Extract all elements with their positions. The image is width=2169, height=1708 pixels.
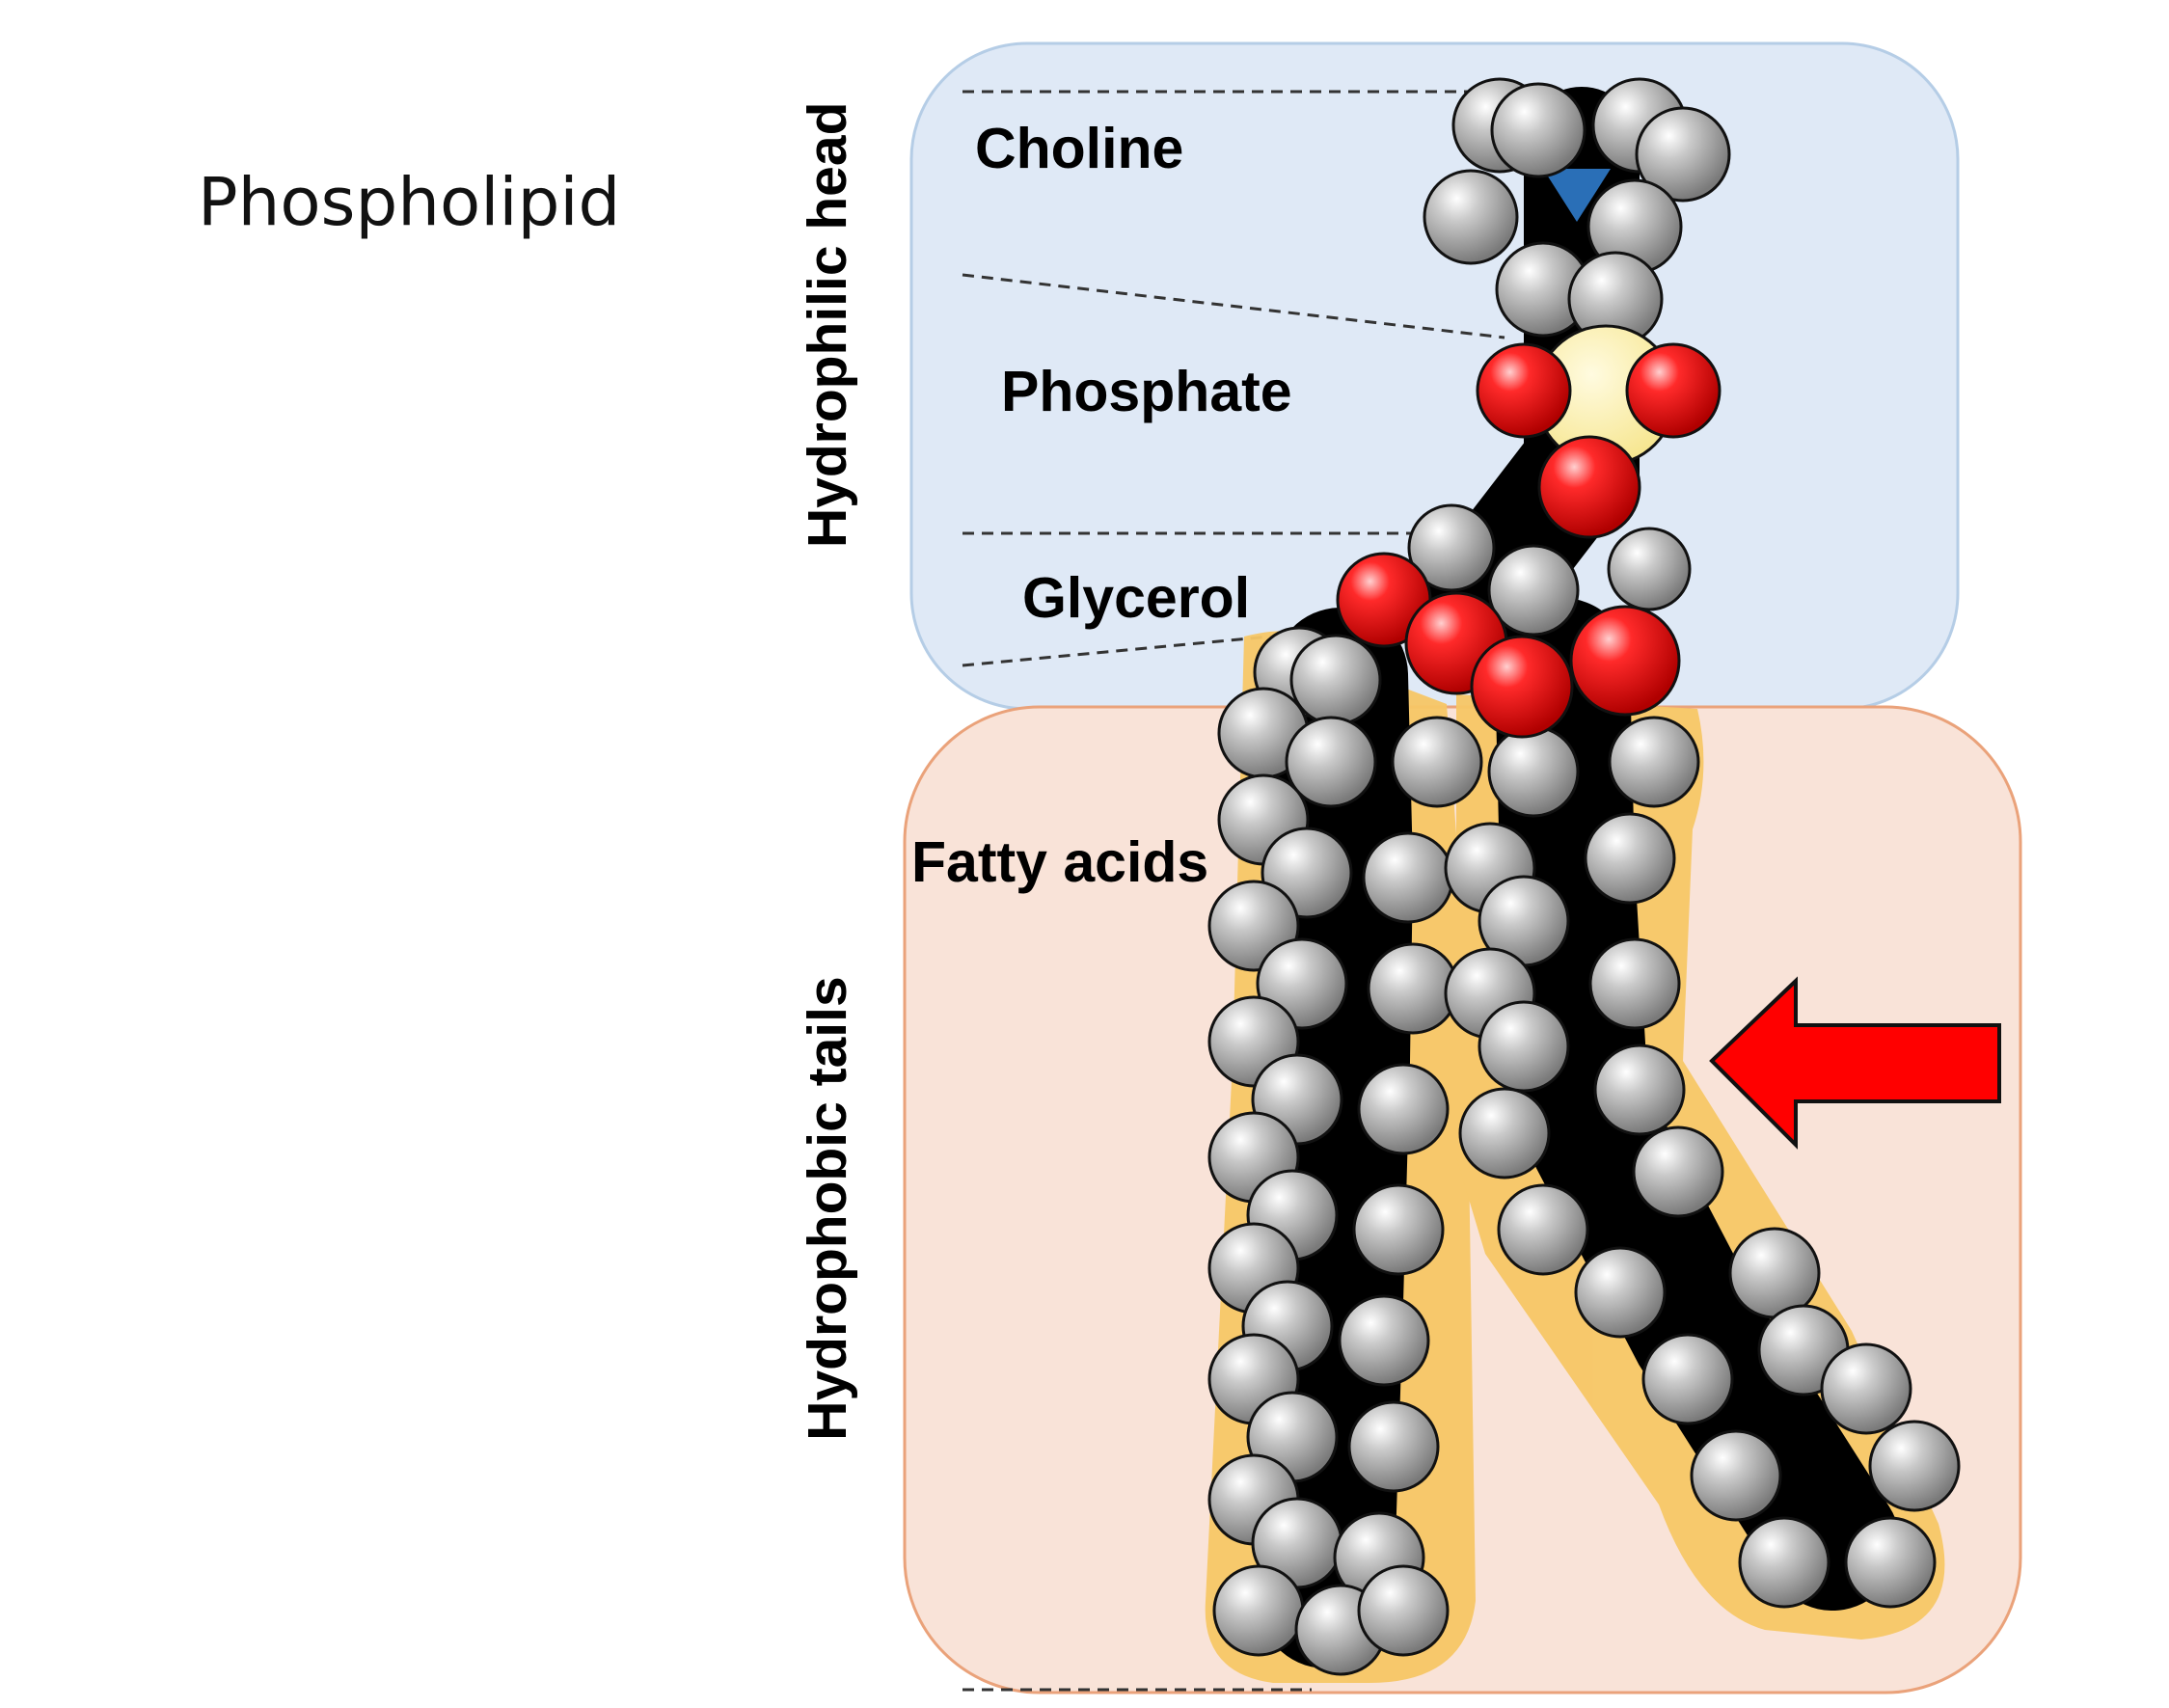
hydrogen-atom (1338, 1294, 1430, 1387)
hydrogen-atom (1868, 1420, 1961, 1512)
hydrogen-atom (1212, 1564, 1305, 1657)
hydrogen-atom (1458, 1087, 1551, 1179)
divider-line (962, 273, 1505, 339)
glycerol-label: Glycerol (1022, 566, 1251, 630)
nitrogen-atom (1543, 169, 1611, 222)
oxygen-atom (1537, 435, 1641, 539)
hydrogen-atom (1347, 1400, 1440, 1493)
hydrogen-atom (1635, 106, 1731, 203)
hydrogen-atom (1391, 716, 1483, 808)
hydrogen-atom (1357, 1063, 1450, 1155)
hydrogen-atom (1690, 1429, 1782, 1522)
hydrogen-atom (1367, 942, 1459, 1035)
atoms-layer (1207, 77, 1961, 1676)
hydrogen-atom (1352, 1183, 1445, 1276)
hydrogen-atom (1641, 1333, 1734, 1425)
hydrogen-atom (1608, 716, 1700, 808)
choline-label: Choline (975, 117, 1184, 180)
hydrogen-atom (1574, 1246, 1667, 1339)
phosphate-label: Phosphate (1001, 360, 1292, 423)
hydrogen-atom (1490, 82, 1586, 178)
hydrophobic-tails-label: Hydrophobic tails (797, 976, 858, 1441)
hydrogen-atom (1497, 1183, 1589, 1276)
hydrogen-atom (1728, 1227, 1821, 1319)
hydrogen-atom (1588, 937, 1681, 1030)
hydrogen-atom (1357, 1564, 1450, 1657)
hydrogen-atom (1362, 831, 1454, 924)
hydrogen-atom (1407, 503, 1496, 592)
hydrogen-atom (1478, 1000, 1570, 1093)
hydrogen-atom (1632, 1125, 1724, 1218)
hydrophilic-head-label: Hydrophilic head (797, 101, 858, 548)
page-title: Phospholipid (198, 164, 621, 241)
hydrogen-atom (1607, 527, 1692, 611)
red-arrow (1709, 976, 2001, 1150)
hydrogen-atom (1738, 1516, 1830, 1609)
hydrogen-atom (1487, 725, 1580, 818)
oxygen-atom (1476, 342, 1572, 439)
hydrogen-atom (1285, 716, 1377, 808)
fatty-acids-label: Fatty acids (911, 830, 1209, 894)
oxygen-atom (1569, 605, 1681, 717)
hydrogen-atom (1820, 1342, 1912, 1435)
hydrogen-atom (1593, 1044, 1686, 1136)
hydrogen-atom (1844, 1516, 1937, 1609)
oxygen-atom (1470, 635, 1574, 739)
hydrogen-atom (1423, 169, 1519, 265)
hydrogen-atom (1487, 544, 1580, 637)
hydrogen-atom (1584, 812, 1676, 905)
hydrogen-atom (1289, 634, 1382, 726)
oxygen-atom (1625, 342, 1722, 439)
